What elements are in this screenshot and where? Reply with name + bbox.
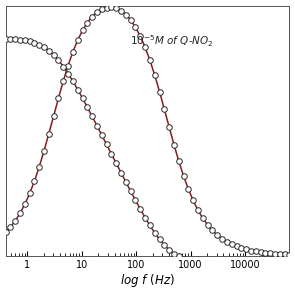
X-axis label: $log\ f\ (Hz)$: $log\ f\ (Hz)$	[120, 273, 175, 289]
Text: $10^{-5}$M of Q-NO$_2$: $10^{-5}$M of Q-NO$_2$	[130, 34, 214, 49]
